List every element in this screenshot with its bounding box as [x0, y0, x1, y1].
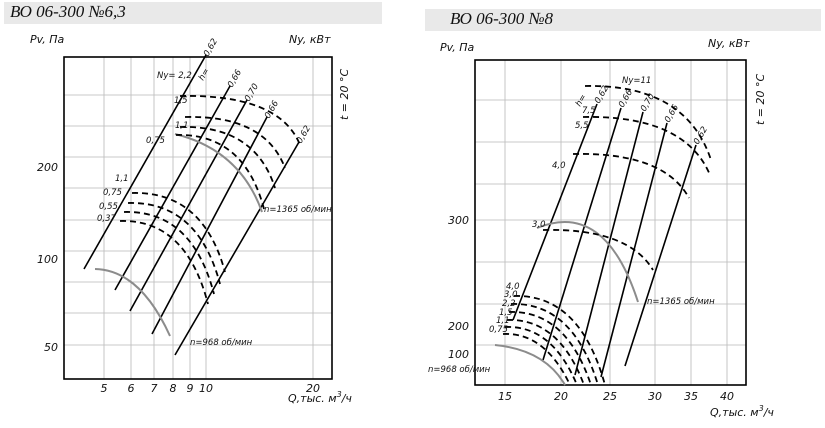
right-power-curve-968: [506, 319, 585, 386]
left-y-axis-label: Pv, Па: [30, 33, 65, 46]
right-efficiency-line: [624, 144, 697, 367]
right-x-tick-label: 40: [720, 390, 734, 403]
right-power-label-high: 4,0: [552, 161, 566, 171]
left-power-label-low: 1,1: [115, 174, 129, 184]
right-x-tick-label: 20: [554, 390, 568, 403]
left-power-label-high: 1,5: [174, 96, 188, 106]
left-efficiency-line-label: 0,62: [202, 37, 220, 58]
left-efficiency-label: h=: [197, 67, 212, 83]
left-power-label-high: 0,75: [146, 136, 165, 146]
right-power-label-low: 1,1: [496, 316, 510, 326]
left-power-curve-968: [119, 220, 209, 305]
right-power-label-high: 7,5: [582, 106, 596, 116]
left-power-curve-968: [123, 211, 215, 295]
left-y-tick-label: 50: [44, 341, 58, 354]
right-x-tick-label: 15: [498, 390, 512, 403]
left-x-tick-label: 9: [187, 382, 194, 395]
left-x-tick-label: 7: [151, 382, 158, 395]
left-y-axis-right-label: Ny, кВт: [289, 33, 331, 46]
right-power-curve-968: [508, 311, 592, 386]
left-efficiency-line: [114, 85, 231, 291]
right-efficiency-lines: 0,62 0,66 0,700,660,62: [512, 84, 710, 378]
right-efficiency-line: [542, 107, 622, 361]
right-efficiency-line-label: 0,66: [617, 88, 635, 110]
left-power-label-low: 0,37: [97, 214, 117, 224]
right-power-label-low: 4,0: [506, 282, 520, 292]
left-power-curve-1365: [179, 95, 301, 146]
right-y-tick-label: 200: [448, 320, 469, 333]
left-efficiency-line-label: 0,70: [243, 82, 261, 103]
right-pressure-curve-968: [494, 344, 566, 386]
left-efficiency-line: [129, 99, 248, 312]
left-efficiency-line: [83, 54, 207, 270]
right-power-label-low: 0,75: [489, 325, 508, 335]
right-x-tick-label: 30: [648, 390, 662, 403]
left-power-curve-968: [131, 192, 226, 273]
right-power-label-high: Ny=11: [622, 76, 651, 86]
right-y-axis-label: Pv, Па: [440, 41, 475, 54]
right-plot-frame: [474, 59, 747, 386]
right-power-curve-968: [502, 333, 571, 386]
left-curves: Ny= 2,2 1,5 1,1 0,75 1,1 0,75 0,55 0,37: [94, 71, 301, 337]
left-power-label-low: 0,55: [99, 202, 118, 212]
left-plot-frame: [63, 56, 333, 380]
right-tick-labels: 15 20 25 30 35 40 100 200 300: [448, 214, 734, 403]
left-power-curve-968: [127, 202, 221, 285]
right-title-band: [425, 9, 821, 31]
left-x-tick-label: 5: [101, 382, 108, 395]
right-y-tick-label: 300: [448, 214, 469, 227]
left-efficiency-line-label: 0,66: [226, 68, 244, 90]
right-x-tick-label: 25: [603, 390, 617, 403]
left-power-curve-1365: [175, 134, 265, 210]
right-power-curve-1365: [582, 116, 711, 176]
right-power-label-high: 5,5: [575, 121, 589, 131]
left-efficiency-line: [151, 116, 268, 335]
right-chart-title: ВО 06-300 №8: [450, 9, 554, 28]
left-x-tick-label: 20: [306, 382, 320, 395]
left-pressure-curve-1365: [174, 133, 263, 213]
right-curves: Ny=117,55,54,03,04,03,02,21,51,10,75: [489, 76, 712, 386]
right-power-curve-1365: [572, 153, 690, 199]
right-grid: [475, 60, 746, 385]
left-y-tick-label: 200: [37, 161, 58, 174]
right-power-curve-968: [504, 326, 578, 386]
right-power-label-low: 3,0: [504, 290, 518, 300]
left-rpm-high-label: n=1365 об/мин: [264, 205, 332, 215]
left-x-tick-label: 8: [170, 382, 177, 395]
right-power-curve-1365: [584, 85, 712, 161]
left-temperature-label: t = 20 °C: [338, 68, 351, 120]
right-power-label-low: 1,5: [499, 308, 513, 318]
right-y-tick-label: 100: [448, 348, 469, 361]
left-y-tick-label: 100: [37, 253, 58, 266]
left-title-band: [4, 2, 382, 24]
left-power-label-low: 0,75: [103, 188, 122, 198]
right-x-tick-label: 35: [684, 390, 698, 403]
left-x-tick-label: 10: [199, 382, 213, 395]
right-chart: 15 20 25 30 35 40 100 200 300 0,62 0,66 0,700,660,…: [428, 37, 774, 419]
right-power-curve-968: [510, 303, 599, 386]
left-tick-labels: 5 6 7 8 9 10 20 50 100 200: [37, 161, 320, 395]
right-temperature-label: t = 20 °C: [754, 73, 767, 125]
right-y-axis-right-label: Ny, кВт: [708, 37, 750, 50]
left-rpm-low-label: n=968 об/мин: [190, 338, 253, 348]
left-efficiency-line-label: 0,62: [295, 124, 313, 145]
right-rpm-high-label: n=1365 об/мин: [647, 297, 715, 307]
left-x-axis-label: Q,тыс. м3/ч: [288, 390, 352, 405]
right-rpm-low-label: n=968 об/мин: [428, 365, 491, 375]
right-x-axis-label: Q,тыс. м3/ч: [710, 404, 774, 419]
right-power-curve-1365: [542, 229, 654, 271]
left-power-label-high: Ny= 2,2: [157, 71, 192, 81]
right-power-label-low: 2,2: [502, 299, 516, 309]
right-pressure-curve-1365: [536, 221, 639, 303]
left-chart-title: ВО 06-300 №6,3: [10, 2, 126, 21]
left-x-tick-label: 6: [128, 382, 135, 395]
left-pressure-curve-968: [94, 268, 171, 337]
right-power-label-high: 3,0: [532, 220, 546, 230]
left-efficiency-line: [174, 141, 300, 356]
right-power-curve-968: [513, 295, 606, 386]
left-power-curve-1365: [179, 126, 276, 189]
left-power-label-high: 1,1: [175, 121, 189, 131]
right-efficiency-line: [512, 103, 598, 321]
